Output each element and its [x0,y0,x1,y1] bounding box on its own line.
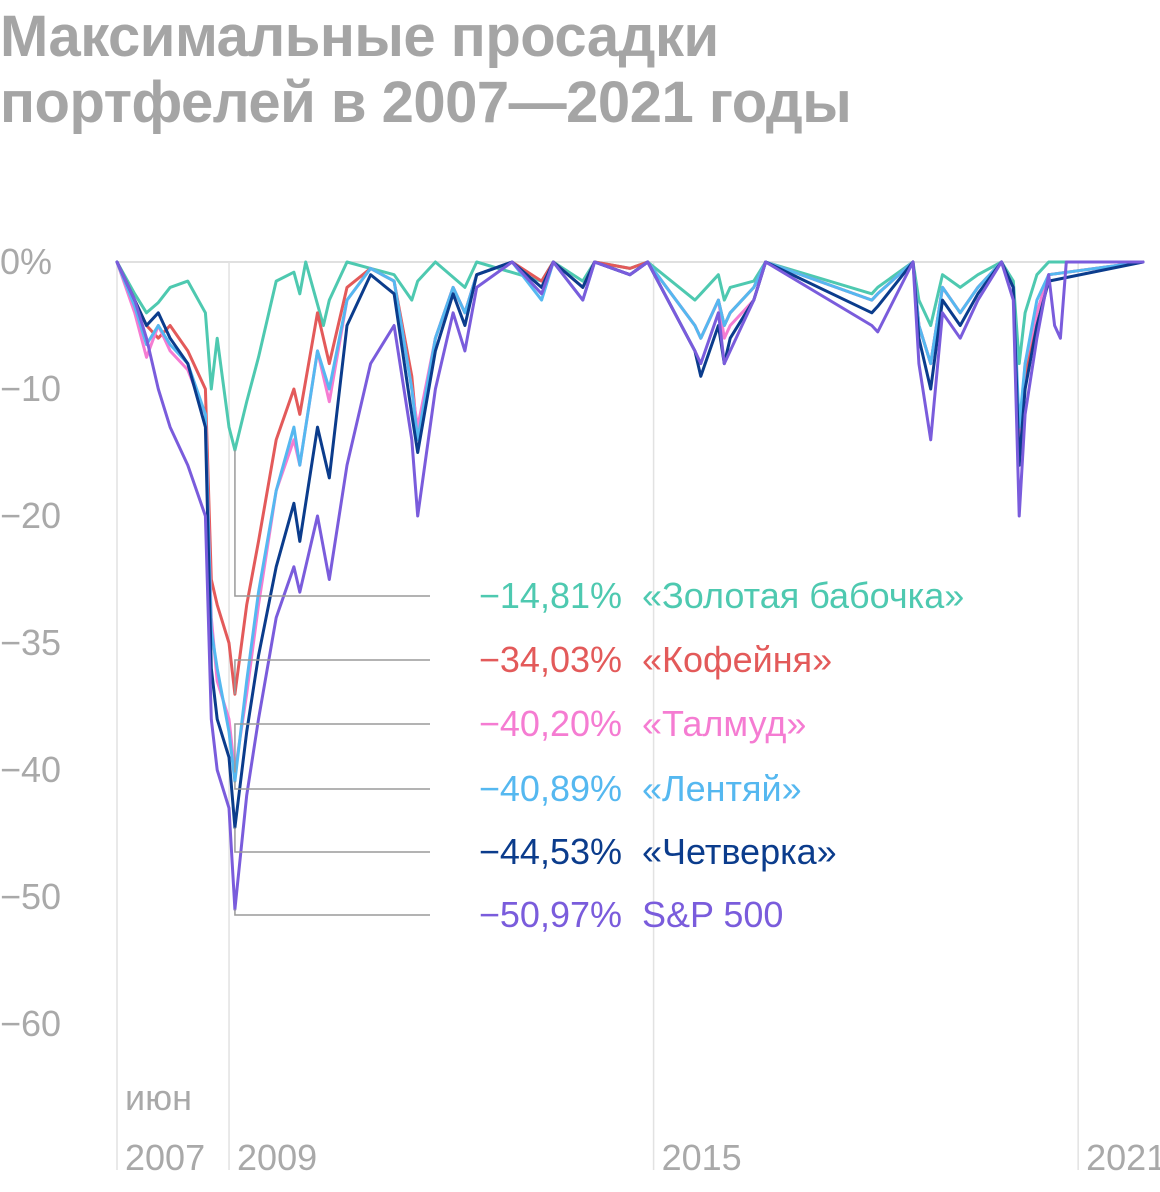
grid [116,261,1143,1170]
chart-title-line-1: Максимальные просадки [0,4,719,69]
chart-title: Максимальные просадки портфелей в 2007—2… [0,4,1160,136]
x-tick-label: 2009 [237,1137,317,1178]
y-axis-labels: 0% −10 −20 −35 −40 −50 −60 [0,241,61,1044]
y-tick-label: −10 [0,368,61,409]
annotations: −14,81% «Золотая бабочка» −34,03% «Кофейня»… [479,575,964,935]
x-tick-sublabel: июн [125,1077,192,1118]
leader-line [234,827,430,853]
series-lines [115,260,1145,911]
annotation-series-name: «Кофейня» [642,639,832,680]
x-axis-labels: 2007 июн 2009 2015 2021 [125,1077,1160,1178]
leader-line [234,723,430,773]
leader-line [234,909,430,916]
y-tick-label: −50 [0,876,61,917]
y-tick-label: −40 [0,749,61,790]
leader-line [234,450,430,597]
annotation-value: −40,20% [479,703,622,744]
annotation-value: −34,03% [479,639,622,680]
annotation-series-name: «Лентяй» [642,768,802,809]
annotation-series-name: S&P 500 [642,894,783,935]
series-line-4 [115,260,1145,829]
series-line-3 [115,260,1145,783]
y-tick-label: 0% [0,241,52,282]
chart-title-line-2: портфелей в 2007—2021 годы [0,70,852,135]
x-tick-label: 2007 [125,1137,205,1178]
annotation-value: −14,81% [479,575,622,616]
annotation-series-name: «Золотая бабочка» [642,575,964,616]
series-line-1 [115,260,1145,696]
y-tick-label: −35 [0,622,61,663]
annotation-leaders [234,450,430,916]
x-tick-label: 2015 [662,1137,742,1178]
annotation-value: −44,53% [479,831,622,872]
annotation-series-name: «Талмуд» [642,703,806,744]
series-line-5 [115,260,1145,911]
y-tick-label: −20 [0,495,61,536]
series-line-0 [115,260,1145,452]
annotation-value: −40,89% [479,768,622,809]
x-tick-label: 2021 [1086,1137,1160,1178]
annotation-value: −50,97% [479,894,622,935]
y-tick-label: −60 [0,1003,61,1044]
leader-line [234,781,430,790]
leader-line [234,659,430,695]
annotation-series-name: «Четверка» [642,831,837,872]
